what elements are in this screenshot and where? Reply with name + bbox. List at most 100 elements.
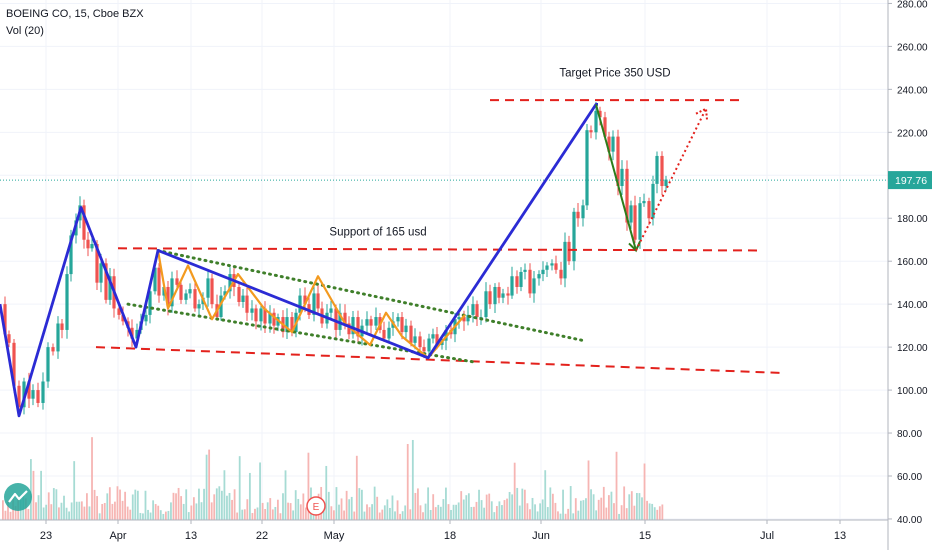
volume-bar xyxy=(190,505,193,520)
candle-body xyxy=(303,295,307,305)
volume-bar xyxy=(292,510,295,520)
volume-bar xyxy=(55,489,58,520)
volume-bar xyxy=(620,505,623,520)
volume-bar xyxy=(554,502,557,520)
volume-bar xyxy=(452,504,455,520)
legend: BOEING CO, 15, Cboe BZX Vol (20) xyxy=(6,6,144,40)
volume-bar xyxy=(70,502,73,520)
volume-bar xyxy=(511,494,514,520)
candle-body xyxy=(462,317,466,322)
volume-bar xyxy=(111,503,114,520)
candle-body xyxy=(237,286,241,303)
candle-body xyxy=(290,317,294,333)
volume-bar xyxy=(330,506,333,520)
candle-body xyxy=(647,201,651,219)
candle-body xyxy=(82,205,86,240)
volume-bar xyxy=(144,490,147,520)
candle-body xyxy=(184,293,188,300)
volume-bar xyxy=(4,510,7,520)
volume-bar xyxy=(409,509,412,520)
candle-body xyxy=(90,244,94,249)
candle-body xyxy=(166,286,170,307)
volume-bar xyxy=(434,507,437,520)
volume-bar xyxy=(9,511,12,520)
volume-bar xyxy=(83,506,86,520)
candle-body xyxy=(523,269,527,272)
candle-body xyxy=(31,390,35,399)
volume-bar xyxy=(358,488,361,520)
volume-bar xyxy=(462,499,465,520)
volume-bar xyxy=(307,452,310,520)
candle-body xyxy=(457,317,461,320)
volume-bar xyxy=(361,489,363,520)
volume-bar xyxy=(162,513,165,520)
candle-body xyxy=(396,317,400,322)
candle-body xyxy=(554,263,558,270)
volume-bar xyxy=(643,463,646,520)
x-tick-label: 22 xyxy=(256,530,268,542)
candle-body xyxy=(197,304,201,309)
volume-bar xyxy=(205,454,208,520)
candle-body xyxy=(334,308,338,330)
volume-bar xyxy=(126,506,129,520)
candle-body xyxy=(629,205,633,223)
volume-bar xyxy=(30,459,32,520)
volume-bar xyxy=(551,493,554,520)
volume-bar xyxy=(437,504,440,520)
volume-bar xyxy=(350,496,353,520)
candle-body xyxy=(589,130,593,133)
candle-body xyxy=(435,334,439,345)
y-tick-label: 120.00 xyxy=(897,343,928,354)
volume-bar xyxy=(633,505,636,520)
candle-body xyxy=(501,293,505,298)
volume-bar xyxy=(546,507,549,520)
volume-bar xyxy=(14,506,17,520)
volume-bar xyxy=(2,500,4,520)
volume-bar xyxy=(404,505,407,520)
volume-bar xyxy=(348,499,351,520)
candle-body xyxy=(60,323,64,330)
candle-body xyxy=(179,284,183,300)
volume-bar xyxy=(264,509,267,520)
volume-bar xyxy=(167,510,170,520)
candle-body xyxy=(387,327,391,339)
x-tick-label: May xyxy=(324,530,345,542)
volume-bar xyxy=(424,503,427,520)
volume-bar xyxy=(103,502,106,520)
candle-body xyxy=(108,276,112,300)
candle-body xyxy=(223,291,227,296)
volume-bar xyxy=(447,504,450,520)
red-dashed-line xyxy=(95,346,781,374)
volume-bar xyxy=(119,489,121,520)
volume-bar xyxy=(368,507,371,520)
volume-line[interactable]: Vol (20) xyxy=(6,25,44,37)
candle-body xyxy=(497,286,501,298)
volume-bar xyxy=(52,488,55,520)
candle-body xyxy=(3,304,7,335)
y-tick-label: 280.00 xyxy=(897,0,928,10)
volume-bar xyxy=(661,504,664,520)
symbol-line[interactable]: BOEING CO, 15, Cboe BZX xyxy=(6,8,144,20)
last-price-label: 197.76 xyxy=(895,175,927,187)
volume-bar xyxy=(635,492,638,520)
volume-bar xyxy=(203,488,205,520)
volume-bar xyxy=(80,501,83,520)
volume-bar xyxy=(98,513,101,520)
volume-bar xyxy=(40,470,42,520)
volume-bar xyxy=(600,497,603,520)
annotations: Target Price 350 USD Support of 165 usd E xyxy=(4,67,671,516)
volume-bar xyxy=(539,503,542,520)
candle-body xyxy=(603,117,607,137)
volume-bar xyxy=(470,506,473,520)
volume-bar xyxy=(116,486,119,520)
volume-bar xyxy=(35,502,37,520)
candle-body xyxy=(17,385,21,408)
candle-body xyxy=(418,336,422,348)
volume-bar xyxy=(187,512,190,520)
volume-bar xyxy=(569,486,572,520)
volume-bar xyxy=(460,491,463,520)
volume-bar xyxy=(88,506,91,520)
candle-body xyxy=(625,168,629,223)
